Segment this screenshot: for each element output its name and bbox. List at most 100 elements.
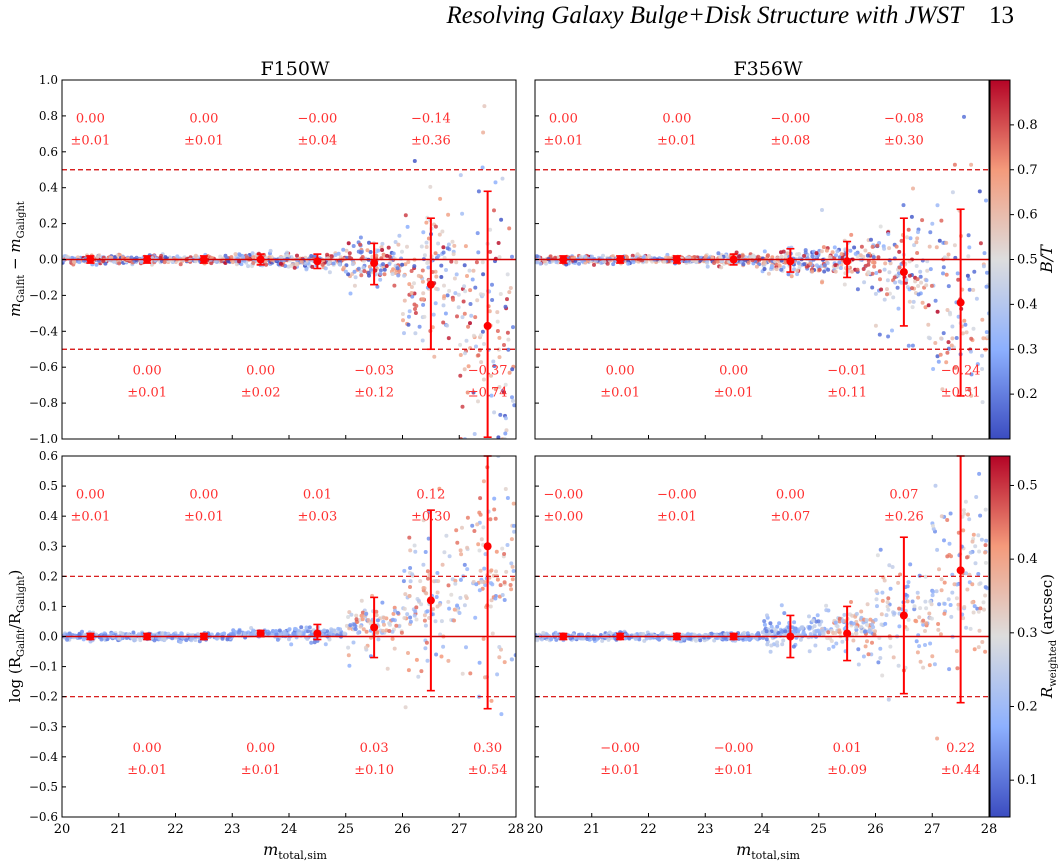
scatter-point (821, 245, 826, 250)
scatter-point (905, 235, 909, 240)
scatter-point (814, 251, 819, 256)
scatter-point (885, 292, 889, 297)
scatter-point (716, 251, 721, 256)
median-point (313, 257, 322, 266)
scatter-point (468, 671, 473, 676)
scatter-point (833, 620, 838, 625)
x-tick-label: 27 (924, 822, 941, 837)
scatter-point (950, 190, 955, 195)
x-tick-label: 21 (583, 822, 600, 837)
scatter-point (535, 254, 539, 259)
scatter-point (795, 252, 800, 257)
scatter-point (973, 561, 978, 566)
scatter-point (984, 538, 989, 543)
scatter-point (977, 189, 982, 194)
scatter-point (449, 259, 454, 264)
scatter-point (796, 629, 801, 634)
scatter-point (638, 631, 643, 636)
scatter-point (458, 342, 463, 347)
annotation-scatter: ±0.01 (657, 133, 697, 148)
scatter-point (920, 300, 925, 305)
scatter-point (921, 618, 926, 623)
scatter-point (873, 617, 878, 622)
ylabel-bottom-post: ) (6, 570, 24, 576)
median-point (786, 257, 795, 266)
scatter-point (375, 630, 380, 635)
scatter-point (848, 248, 853, 253)
scatter-point (500, 593, 505, 597)
scatter-point (175, 254, 180, 259)
scatter-point (853, 251, 858, 256)
scatter-point (500, 546, 505, 551)
panels: 0.00 ±0.01 0.00 ±0.01 −0.00 ±0.04 −0.14 ±0.36 0.… (29, 73, 997, 837)
scatter-point (506, 337, 511, 342)
scatter-point (421, 291, 426, 296)
scatter-point (937, 567, 941, 572)
scatter-point (863, 629, 868, 634)
scatter-point (465, 515, 470, 520)
scatter-point (510, 254, 514, 259)
scatter-point (474, 260, 479, 265)
scatter-point (681, 636, 686, 641)
scatter-point (807, 614, 811, 619)
annotation-scatter: ±0.30 (884, 133, 924, 148)
scatter-point (541, 630, 546, 635)
scatter-point (861, 254, 866, 259)
annotation-median: −0.14 (411, 111, 451, 126)
scatter-point (737, 254, 742, 259)
scatter-point (329, 627, 334, 632)
median-point (426, 596, 435, 605)
scatter-point (325, 629, 330, 634)
scatter-point (954, 649, 959, 654)
scatter-point (863, 248, 868, 253)
colorbar-top-tick-label: 0.6 (1017, 208, 1038, 223)
median-point (483, 542, 492, 551)
scatter-point (344, 623, 349, 628)
scatter-point (510, 564, 515, 569)
scatter-point (452, 243, 457, 248)
scatter-point (460, 525, 464, 530)
scatter-point (77, 632, 82, 637)
scatter-point (422, 253, 427, 258)
scatter-point (418, 579, 423, 584)
scatter-point (359, 598, 364, 603)
scatter-point (454, 272, 459, 277)
scatter-point (969, 372, 974, 377)
scatter-point (494, 549, 499, 554)
median-point (956, 566, 965, 575)
scatter-point (883, 261, 888, 266)
scatter-point (880, 590, 885, 595)
scatter-point (935, 736, 940, 741)
scatter-point (473, 315, 478, 320)
scatter-point (751, 254, 756, 259)
scatter-point (392, 605, 397, 610)
scatter-point (425, 658, 430, 663)
scatter-point (481, 636, 486, 641)
scatter-point (884, 613, 889, 618)
scatter-point (421, 230, 426, 235)
scatter-point (437, 232, 442, 237)
x-tick-label: 20 (54, 822, 71, 837)
scatter-point (420, 279, 425, 284)
scatter-point (754, 264, 759, 269)
scatter-point (926, 303, 931, 308)
colorbar-top-tick-label: 0.8 (1017, 118, 1038, 133)
scatter-point (945, 350, 950, 355)
scatter-point (879, 287, 884, 292)
scatter-point (424, 240, 429, 245)
scatter-point (421, 297, 425, 302)
scatter-point (483, 675, 487, 680)
scatter-point (837, 260, 842, 265)
annotation-scatter: ±0.01 (714, 385, 754, 400)
scatter-point (390, 636, 395, 641)
scatter-point (497, 655, 502, 660)
scatter-point (976, 533, 981, 538)
scatter-point (480, 260, 485, 265)
scatter-point (839, 252, 844, 257)
scatter-point (489, 393, 494, 398)
colorbar-top-tick-label: 0.4 (1017, 297, 1038, 312)
scatter-points (62, 456, 516, 717)
scatter-point (865, 639, 869, 644)
scatter-point (780, 629, 785, 633)
scatter-point (944, 360, 949, 365)
